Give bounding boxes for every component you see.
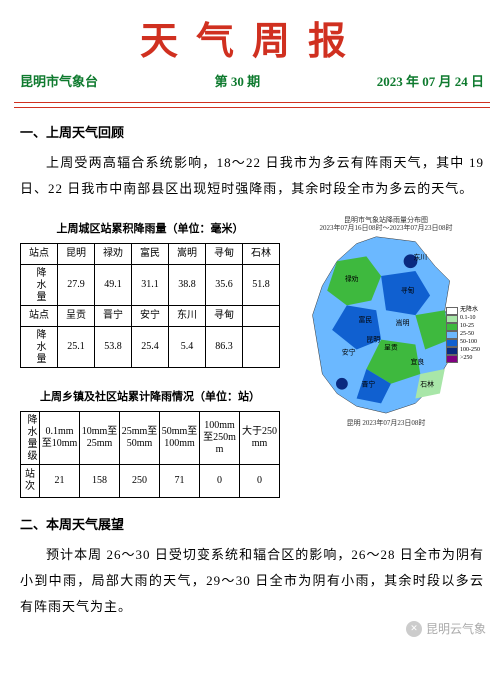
svg-text:寻甸: 寻甸 bbox=[401, 286, 415, 295]
section2-head: 二、本周天气展望 bbox=[20, 512, 484, 538]
org-name: 昆明市气象台 bbox=[20, 71, 98, 90]
t2-lbl-count: 站次 bbox=[21, 465, 40, 498]
t2-lbl-bin: 降水量级 bbox=[21, 412, 40, 465]
svg-text:呈贡: 呈贡 bbox=[384, 343, 398, 351]
issue-number: 第 30 期 bbox=[215, 71, 261, 90]
section1-head: 一、上周天气回顾 bbox=[20, 120, 484, 146]
svg-text:昆明: 昆明 bbox=[366, 336, 380, 344]
svg-text:东川: 东川 bbox=[413, 252, 427, 261]
table1-title: 上周城区站累积降雨量（单位：毫米） bbox=[20, 218, 280, 240]
section1-para: 上周受两高辐合系统影响，18～22 日我市为多云有阵雨天气，其中 19 日、22… bbox=[20, 150, 484, 202]
svg-text:嵩明: 嵩明 bbox=[396, 319, 410, 327]
table1: 站点 昆明 禄劝 富民 嵩明 寻甸 石林 降水量 27.9 49.1 31.1 … bbox=[20, 243, 280, 368]
table2-title: 上周乡镇及社区站累计降雨情况（单位：站） bbox=[20, 386, 280, 408]
svg-text:宜良: 宜良 bbox=[411, 357, 425, 366]
map-legend: 无降水0.1-1010-2525-5050-100100-250>250 bbox=[446, 307, 480, 363]
table2: 降水量级 0.1mm至10mm 10mm至25mm 25mm至50mm 50mm… bbox=[20, 411, 280, 498]
svg-text:富民: 富民 bbox=[359, 315, 373, 324]
svg-text:晋宁: 晋宁 bbox=[362, 380, 376, 389]
issue-date: 2023 年 07 月 24 日 bbox=[377, 71, 484, 90]
wechat-icon: ✕ bbox=[406, 621, 422, 637]
svg-text:石林: 石林 bbox=[420, 380, 434, 389]
rainfall-map: 昆明市气象站降雨量分布图 2023年07月16日08时～2023年07月23日0… bbox=[288, 212, 484, 432]
report-title: 天气周报 bbox=[0, 10, 504, 65]
t1-lbl-site: 站点 bbox=[21, 244, 58, 265]
section2-para: 预计本周 26～30 日受切变系统和辐合区的影响，26～28 日全市为阴有小到中… bbox=[20, 542, 484, 620]
svg-text:禄劝: 禄劝 bbox=[345, 274, 359, 283]
t1-lbl-val: 降水量 bbox=[21, 265, 58, 306]
svg-text:安宁: 安宁 bbox=[342, 347, 356, 356]
header-divider bbox=[14, 102, 490, 108]
watermark: ✕ 昆明云气象 bbox=[406, 620, 486, 637]
